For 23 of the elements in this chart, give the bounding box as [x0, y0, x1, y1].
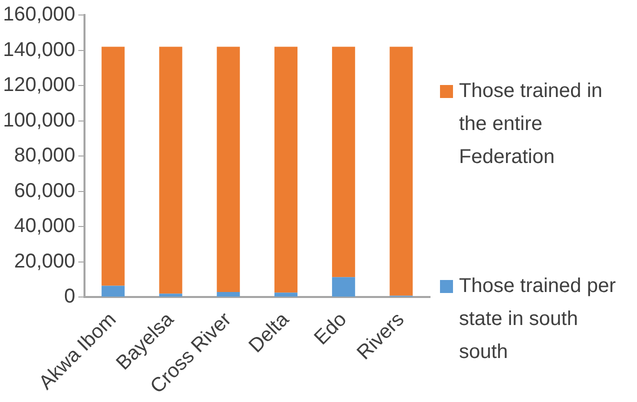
bar [159, 46, 182, 294]
y-tick-label: 0 [64, 286, 76, 308]
bar [332, 277, 356, 297]
y-tick-label: 160,000 [3, 4, 76, 26]
y-tick-label: 60,000 [14, 180, 76, 202]
legend-label: Those trained in the entire Federation [459, 79, 604, 170]
bar [102, 46, 125, 286]
bar [159, 294, 182, 297]
bar [216, 292, 240, 297]
x-tick-label: Edo [310, 308, 352, 350]
y-tick-label: 100,000 [3, 109, 76, 132]
bar [274, 46, 298, 293]
bar [390, 46, 413, 296]
bar [274, 292, 298, 297]
y-tick-label: 40,000 [14, 215, 76, 238]
y-tick-label: 80,000 [14, 144, 76, 167]
y-tick-label: 20,000 [14, 250, 76, 272]
legend-label: Those trained per state in south south [459, 274, 617, 365]
y-tick-label: 120,000 [3, 74, 76, 96]
bar [102, 286, 125, 297]
y-tick-label: 140,000 [3, 38, 76, 61]
bar [332, 46, 356, 278]
bar [216, 46, 240, 292]
